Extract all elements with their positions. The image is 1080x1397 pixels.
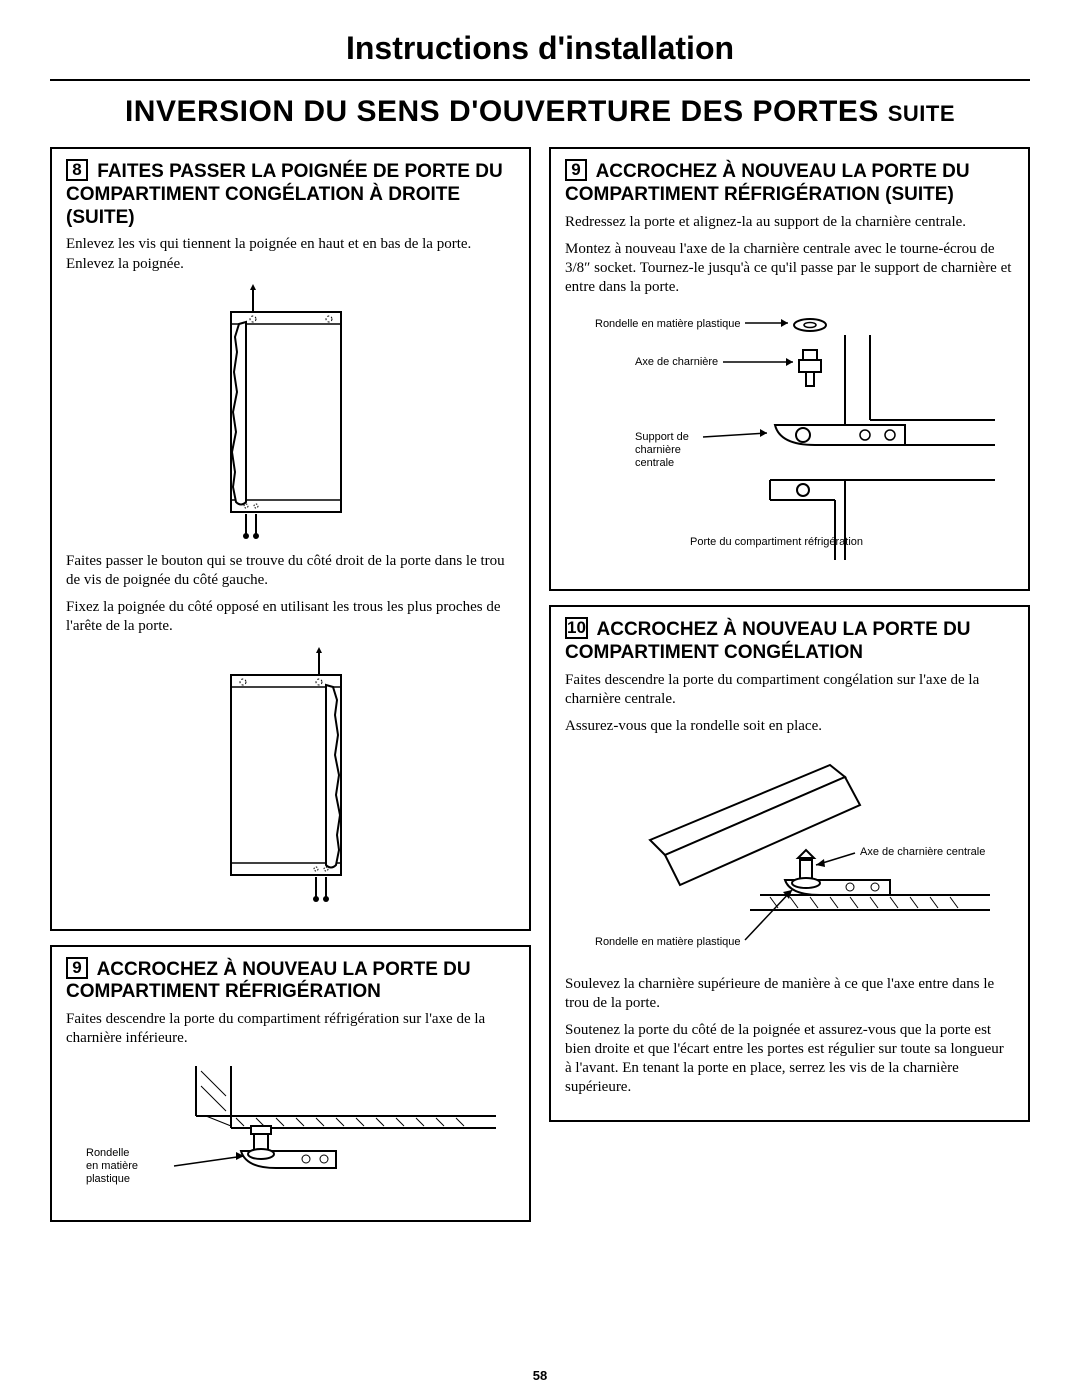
step-9b-header: 9 ACCROCHEZ À NOUVEAU LA PORTE DU COMPAR… (565, 159, 1014, 207)
page-title: Instructions d'installation (50, 30, 1030, 67)
step-10-box: 10 ACCROCHEZ À NOUVEAU LA PORTE DU COMPA… (549, 605, 1030, 1121)
step-8-p1: Enlevez les vis qui tiennent la poignée … (66, 235, 515, 273)
step-10-num: 10 (565, 617, 588, 639)
step-8-diagram-2 (66, 645, 515, 905)
label-washer3: plastique (86, 1173, 130, 1185)
heading-main: INVERSION DU SENS D'OUVERTURE DES PORTES (125, 95, 879, 128)
step-10-p1: Faites descendre la porte du compartimen… (565, 671, 1014, 709)
label-bracket1: Support de (635, 431, 689, 443)
step-9b-title: ACCROCHEZ À NOUVEAU LA PORTE DU COMPARTI… (565, 161, 970, 205)
step-9b-diagram: Rondelle en matière plastique Axe de cha… (565, 305, 1014, 565)
label-plastic: Rondelle en matière plastique (595, 318, 741, 330)
rule (50, 79, 1030, 81)
main-heading: INVERSION DU SENS D'OUVERTURE DES PORTES… (50, 95, 1030, 129)
step-10-p2: Assurez-vous que la rondelle soit en pla… (565, 717, 1014, 736)
step-10-header: 10 ACCROCHEZ À NOUVEAU LA PORTE DU COMPA… (565, 617, 1014, 665)
label-pin-10: Axe de charnière centrale (860, 846, 985, 858)
step-9a-p1: Faites descendre la porte du compartimen… (66, 1010, 515, 1048)
step-8-p2: Faites passer le bouton qui se trouve du… (66, 552, 515, 590)
step-8-title: FAITES PASSER LA POIGNÉE DE PORTE DU COM… (66, 161, 503, 228)
heading-suffix: SUITE (888, 101, 955, 126)
label-washer2: en matière (86, 1160, 138, 1172)
label-door: Porte du compartiment réfrigération (690, 536, 863, 548)
step-9b-p1: Redressez la porte et alignez-la au supp… (565, 213, 1014, 232)
page-number: 58 (0, 1368, 1080, 1383)
step-9a-diagram: Rondelle en matière plastique (66, 1056, 515, 1196)
step-9a-header: 9 ACCROCHEZ À NOUVEAU LA PORTE DU COMPAR… (66, 957, 515, 1005)
left-column: 8 FAITES PASSER LA POIGNÉE DE PORTE DU C… (50, 147, 531, 1222)
right-column: 9 ACCROCHEZ À NOUVEAU LA PORTE DU COMPAR… (549, 147, 1030, 1222)
step-8-p3: Fixez la poignée du côté opposé en utili… (66, 598, 515, 636)
step-10-title: ACCROCHEZ À NOUVEAU LA PORTE DU COMPARTI… (565, 619, 971, 663)
step-9b-box: 9 ACCROCHEZ À NOUVEAU LA PORTE DU COMPAR… (549, 147, 1030, 591)
label-bracket2: charnière (635, 444, 681, 456)
step-10-diagram: Axe de charnière centrale Rondelle en ma… (565, 745, 1014, 965)
step-9a-title: ACCROCHEZ À NOUVEAU LA PORTE DU COMPARTI… (66, 959, 471, 1003)
step-9b-p2: Montez à nouveau l'axe de la charnière c… (565, 240, 1014, 298)
columns: 8 FAITES PASSER LA POIGNÉE DE PORTE DU C… (50, 147, 1030, 1222)
step-9a-num: 9 (66, 957, 88, 979)
step-9a-box: 9 ACCROCHEZ À NOUVEAU LA PORTE DU COMPAR… (50, 945, 531, 1223)
label-washer1: Rondelle (86, 1147, 129, 1159)
step-10-p3: Soulevez la charnière supérieure de mani… (565, 975, 1014, 1013)
step-8-diagram-1 (66, 282, 515, 542)
step-9b-num: 9 (565, 159, 587, 181)
label-pin: Axe de charnière (635, 356, 718, 368)
label-plastic-10: Rondelle en matière plastique (595, 936, 741, 948)
label-bracket3: centrale (635, 457, 674, 469)
step-8-num: 8 (66, 159, 88, 181)
step-8-header: 8 FAITES PASSER LA POIGNÉE DE PORTE DU C… (66, 159, 515, 229)
step-10-p4: Soutenez la porte du côté de la poignée … (565, 1021, 1014, 1098)
step-8-box: 8 FAITES PASSER LA POIGNÉE DE PORTE DU C… (50, 147, 531, 931)
